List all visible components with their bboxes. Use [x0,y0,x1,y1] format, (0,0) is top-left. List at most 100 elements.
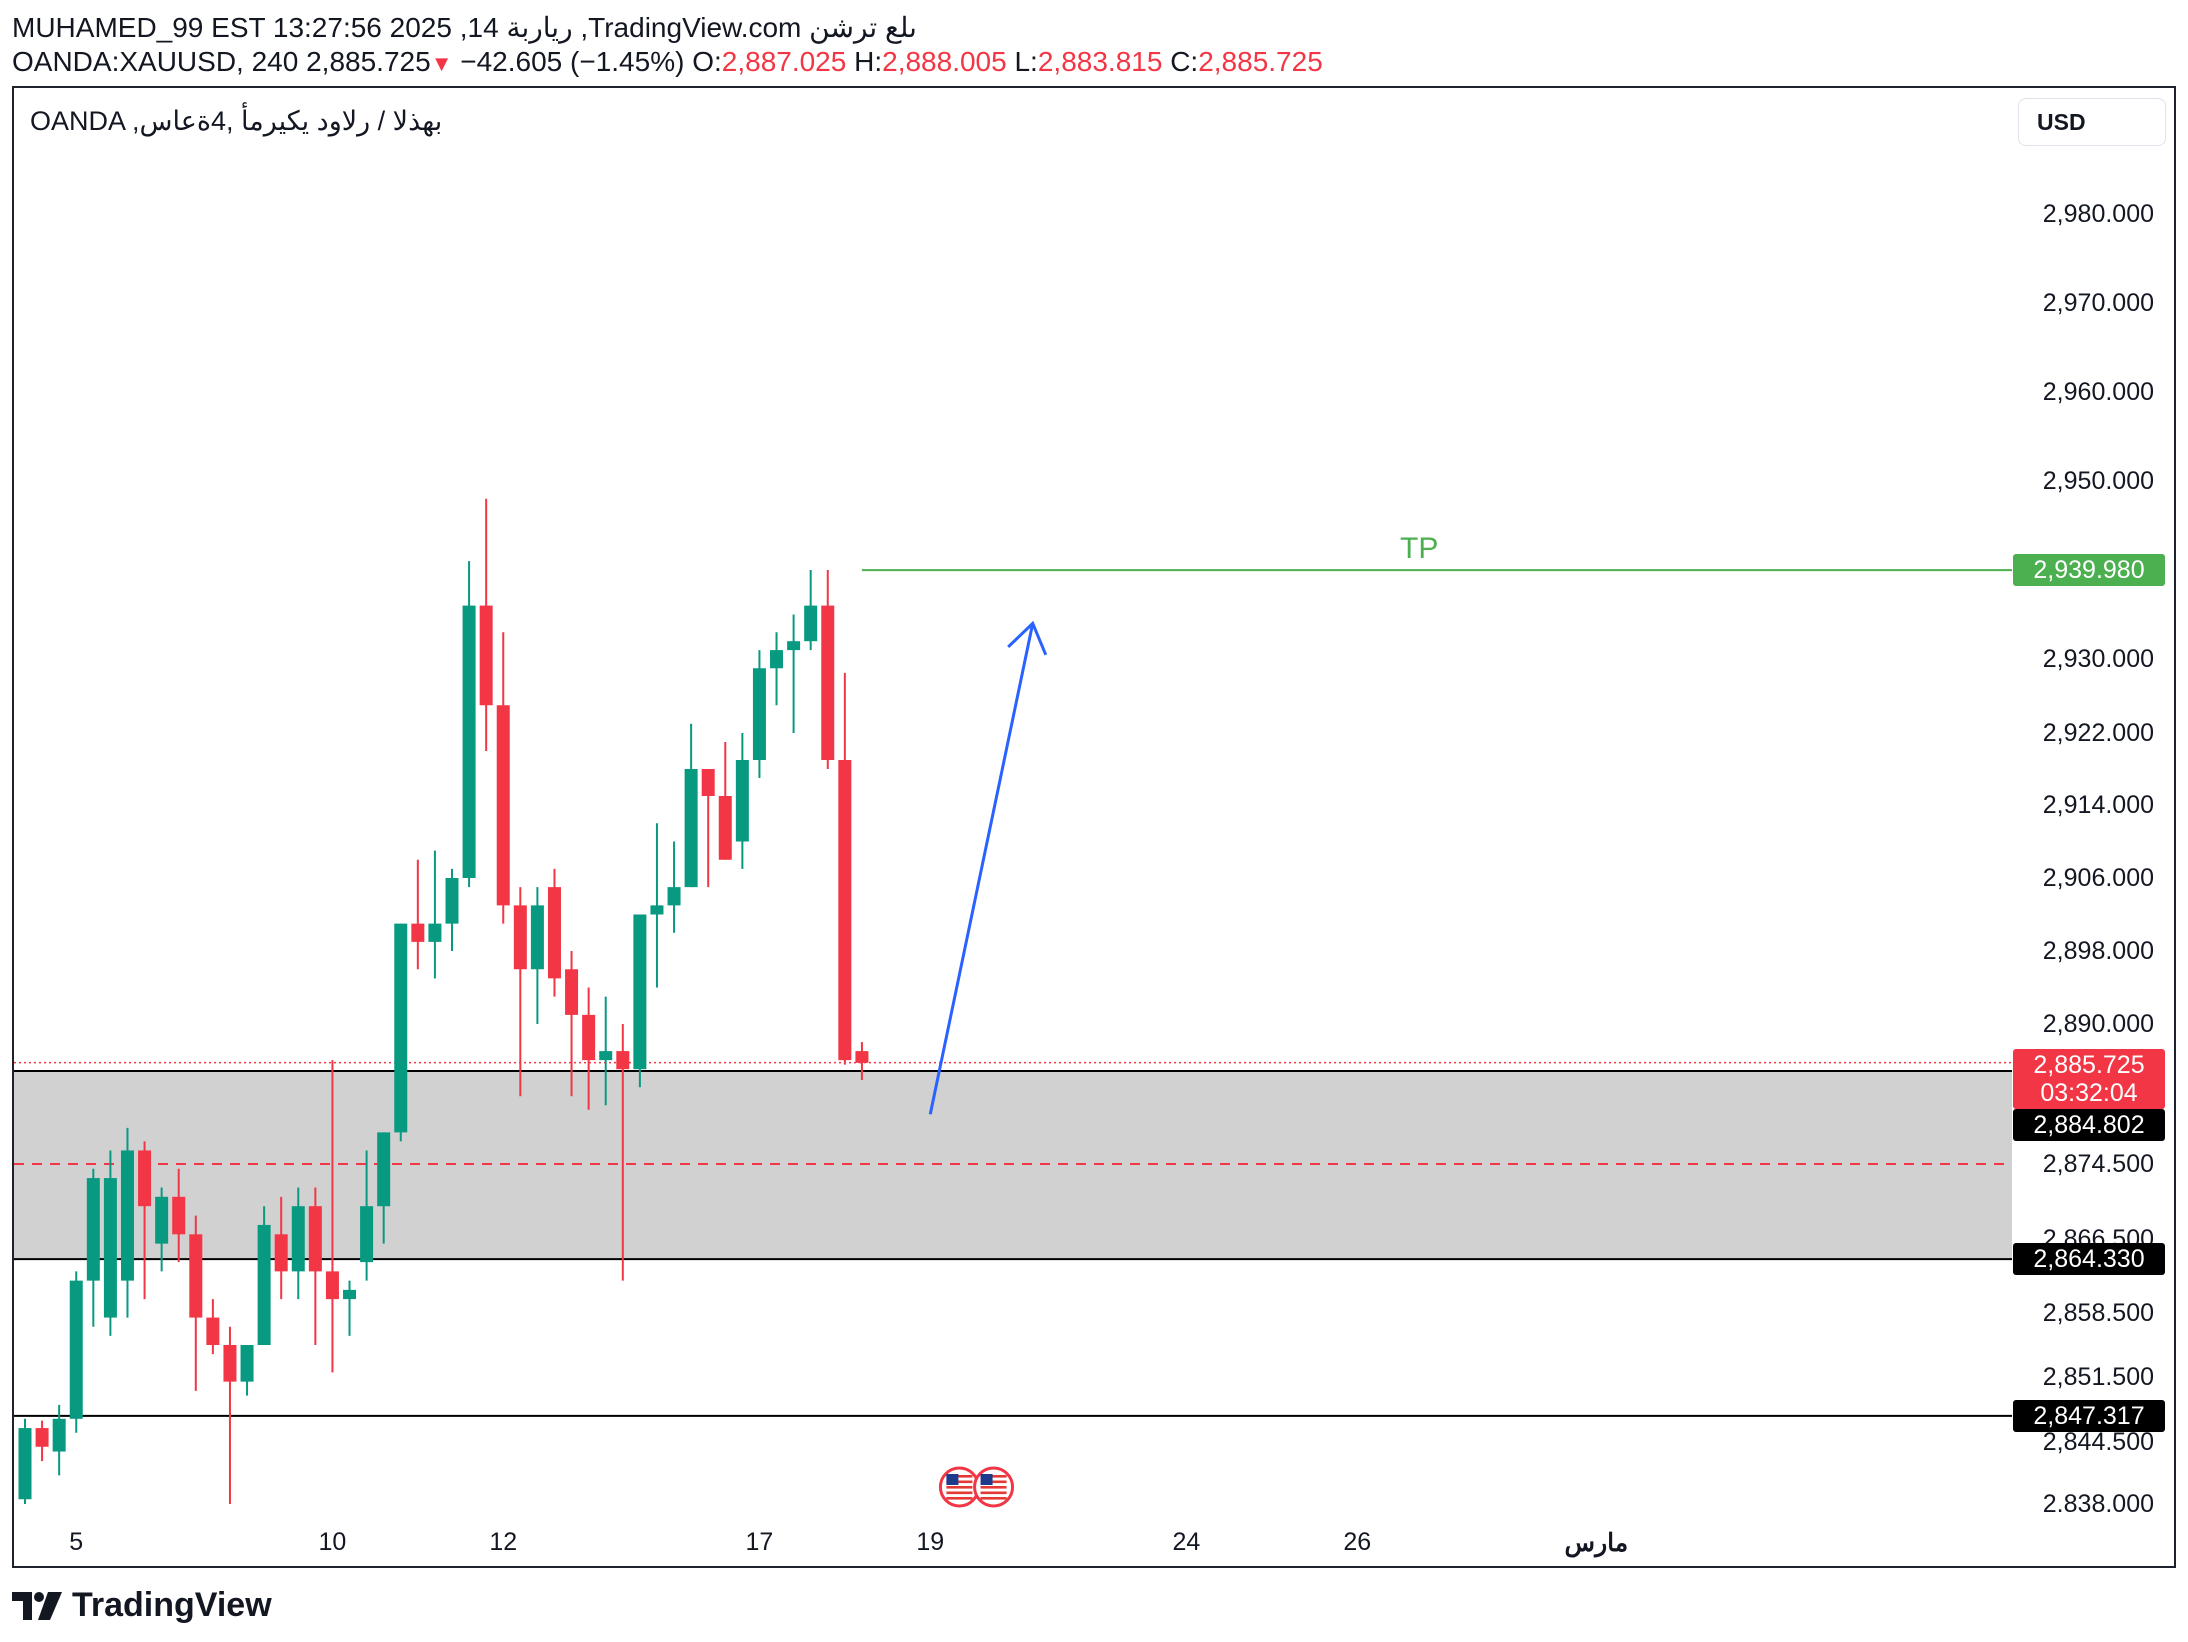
candle [240,1345,254,1396]
x-axis-tick: 10 [318,1528,347,1556]
candle-body [308,1206,322,1272]
bar-countdown: 03:32:04 [2040,1078,2138,1107]
candle [838,672,852,1065]
current-price-tag: 2,885.725 03:32:04 [2013,1048,2165,1109]
candle-body [274,1234,288,1272]
candle-body [69,1280,83,1419]
x-axis-tick: 26 [1343,1528,1372,1556]
candle [325,1060,339,1373]
candle [547,868,561,997]
brand-name: TradingView [72,1586,272,1624]
chart-legend: OANDA ,بهذلا / رلاود يكيرمأ ,4ةعاس [30,106,443,136]
candle [411,859,425,970]
candle-body [718,796,732,860]
down-arrow-icon: ▼ [430,51,453,76]
candle-body [752,668,766,760]
candle-body [189,1234,203,1318]
candle-body [445,878,459,924]
flag-stripe [946,1497,973,1500]
y-axis-tick: 2,960.000 [2042,378,2154,406]
candle-body [103,1178,117,1318]
candle-body [223,1345,237,1382]
candle-body [411,923,425,942]
candle [633,914,647,1088]
candle [462,561,476,888]
candle [855,1042,869,1080]
candle-body [684,769,698,888]
flag-stripe [946,1480,973,1484]
candle-body [838,760,852,1061]
candle [513,887,527,1097]
candle [18,1418,32,1504]
candle [206,1299,220,1355]
symbol-name: OANDA:XAUUSD, 240 [12,46,299,77]
candle [616,1024,630,1281]
current-price: 2,885.725 [2033,1050,2145,1079]
candle [701,769,715,888]
flag-stripe [946,1491,973,1495]
candle-body [325,1271,339,1300]
candle-body [667,887,681,906]
y-axis-tick: 2,890.000 [2042,1010,2154,1038]
low-value: 2,883.815 [1037,46,1163,77]
candle-body [513,905,527,970]
candle [479,498,493,751]
currency-button[interactable]: USD [2018,98,2166,146]
candle [360,1150,374,1281]
flag-canton [946,1474,959,1485]
candle-body [616,1051,630,1070]
candle-body [787,641,801,651]
low-label: L: [1014,46,1038,77]
chart-frame[interactable] [12,86,2176,1568]
candle [787,614,801,733]
symbol-ohlc-line: OANDA:XAUUSD, 240 2,885.725 ▼ −42.605 (−1… [12,46,1323,80]
tradingview-logo[interactable]: TradingView [12,1586,272,1625]
flag-stripe [980,1486,1007,1489]
high-value: 2,888.005 [882,46,1007,77]
candle-body [804,605,818,642]
candle-body [650,905,664,915]
x-axis-tick: مارس [1564,1529,1629,1557]
candle-body [257,1224,271,1345]
close-label: C: [1170,46,1199,77]
tp-price-tag: 2,939.980 [2013,554,2165,587]
candle [565,951,579,1097]
candle-body [701,769,715,796]
candle-body [547,887,561,979]
x-axis-tick: 12 [489,1528,518,1556]
candle-body [428,923,442,942]
candle-body [343,1289,357,1300]
candle [599,996,613,1106]
publish-info: MUHAMED_99 EST 13:27:56 2025 ,14 رياربة … [12,12,917,43]
candle [650,823,664,988]
y-axis-tick: 2,874.500 [2042,1150,2154,1178]
candle [445,868,459,951]
candle-body [240,1345,254,1382]
candle [138,1141,152,1300]
candle [86,1168,100,1327]
flag-stripe [980,1491,1007,1495]
candle [377,1132,391,1244]
up-arrow-shaft [928,623,1035,1115]
candle [103,1150,117,1336]
candle-body [35,1428,49,1447]
candle-body [52,1418,66,1452]
candle [821,570,835,769]
candle [718,742,732,860]
y-axis-tick: 2.838.000 [2042,1490,2154,1518]
price-change: −42.605 (−1.45%) [460,46,685,77]
candle-body [821,605,835,760]
candle [308,1187,322,1345]
open-label: O: [692,46,722,77]
close-value: 2,885.725 [1198,46,1323,77]
candle [35,1420,49,1462]
y-axis-tick: 2,906.000 [2042,864,2154,892]
candle [735,733,749,869]
tp-label: TP [1400,532,1439,565]
candle-body [530,905,544,970]
flag-stripe [946,1475,973,1478]
candle-body [172,1196,186,1235]
candle-body [18,1428,32,1500]
candle [752,650,766,778]
